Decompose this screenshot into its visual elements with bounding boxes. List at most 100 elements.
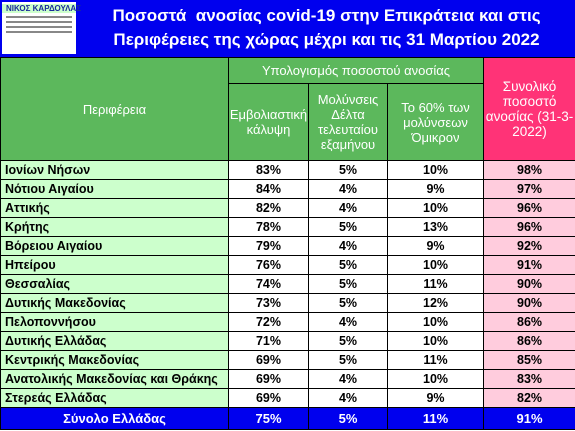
data-row: Κεντρικής Μακεδονίας 69% 5% 11% 85% [0, 350, 575, 370]
value-cell: 71% [228, 331, 309, 351]
value-cell: 13% [386, 217, 485, 237]
value-cell: 11% [386, 350, 485, 370]
title: Ποσοστά ανοσίας covid-19 στην Επικράτεια… [80, 4, 573, 52]
region-cell: Νότιου Αιγαίου [0, 179, 229, 199]
value-cell: 9% [386, 179, 485, 199]
data-row: Βόρειου Αιγαίου 79% 4% 9% 92% [0, 236, 575, 256]
value-cell: 98% [483, 160, 575, 180]
value-cell: 82% [228, 198, 309, 218]
value-cell: 86% [483, 331, 575, 351]
logo: ΝΙΚΟΣ ΚΑΡΔΟΥΛΑΣ [2, 2, 81, 54]
region-cell: Κρήτης [0, 217, 229, 237]
value-cell: 74% [228, 274, 309, 294]
value-cell: 76% [228, 255, 309, 275]
value-cell: 5% [308, 255, 388, 275]
value-cell: 86% [483, 312, 575, 332]
column-header: Εμβολιαστική κάλυψη [228, 83, 309, 161]
value-cell: 90% [483, 274, 575, 294]
group-header: Υπολογισμός ποσοστού ανοσίας [227, 57, 485, 84]
value-cell: 90% [483, 293, 575, 313]
data-row: Αττικής 82% 4% 10% 96% [0, 198, 575, 218]
value-cell: 96% [483, 198, 575, 218]
value-cell: 4% [308, 198, 388, 218]
value-cell: 4% [308, 312, 388, 332]
value-cell: 5% [308, 160, 388, 180]
region-cell: Ηπείρου [0, 255, 229, 275]
data-row: Νότιου Αιγαίου 84% 4% 9% 97% [0, 179, 575, 199]
value-cell: 97% [483, 179, 575, 199]
region-cell: Αττικής [0, 198, 229, 218]
value-cell: 91% [483, 255, 575, 275]
value-cell: 11% [386, 274, 485, 294]
value-cell: 5% [308, 293, 388, 313]
value-cell: 10% [386, 369, 485, 389]
value-cell: 72% [228, 312, 309, 332]
title-line: Περιφέρειες της χώρας μέχρι και τις 31 Μ… [113, 30, 540, 49]
data-row: Δυτικής Ελλάδας 71% 5% 10% 86% [0, 331, 575, 351]
value-cell: 82% [483, 388, 575, 408]
header-row: Περιφέρεια Υπολογισμός ποσοστού ανοσίας … [0, 57, 575, 161]
data-row: Στερεάς Ελλάδας 69% 4% 9% 82% [0, 388, 575, 408]
region-cell: Σύνολο Ελλάδας [0, 407, 229, 430]
data-row: Ηπείρου 76% 5% 10% 91% [0, 255, 575, 275]
value-cell: 78% [228, 217, 309, 237]
value-cell: 83% [228, 160, 309, 180]
value-cell: 10% [386, 312, 485, 332]
region-cell: Βόρειου Αιγαίου [0, 236, 229, 256]
region-cell: Κεντρικής Μακεδονίας [0, 350, 229, 370]
region-cell: Ανατολικής Μακεδονίας και Θράκης [0, 369, 229, 389]
value-cell: 75% [228, 407, 309, 430]
value-cell: 4% [308, 369, 388, 389]
value-cell: 12% [386, 293, 485, 313]
value-cell: 9% [386, 388, 485, 408]
table-body: Περιφέρεια Υπολογισμός ποσοστού ανοσίας … [0, 57, 575, 430]
logo-line [6, 31, 72, 33]
data-row: Δυτικής Μακεδονίας 73% 5% 12% 90% [0, 293, 575, 313]
data-row: Ανατολικής Μακεδονίας και Θράκης 69% 4% 10%… [0, 369, 575, 389]
value-cell: 4% [308, 236, 388, 256]
title-band: ΝΙΚΟΣ ΚΑΡΔΟΥΛΑΣ Ποσοστά ανοσίας covid-19… [0, 0, 575, 57]
value-cell: 5% [308, 331, 388, 351]
logo-name: ΝΙΚΟΣ ΚΑΡΔΟΥΛΑΣ [2, 4, 81, 13]
table: Περιφέρεια Υπολογισμός ποσοστού ανοσίας … [0, 57, 575, 430]
header-row: Εμβολιαστική κάλυψη Μολύνσεις Δέλτα τελε… [1, 83, 575, 161]
logo-line [6, 16, 72, 18]
region-cell: Στερεάς Ελλάδας [0, 388, 229, 408]
value-cell: 4% [308, 179, 388, 199]
logo-line [6, 21, 72, 23]
value-cell: 5% [308, 407, 388, 430]
value-cell: 84% [228, 179, 309, 199]
value-cell: 4% [308, 388, 388, 408]
value-cell: 10% [386, 160, 485, 180]
value-cell: 73% [228, 293, 309, 313]
column-header: Το 60% των μολύνσεων Όμικρον [386, 83, 485, 161]
data-row: Ιονίων Νήσων 83% 5% 10% 98% [0, 160, 575, 180]
data-row: Θεσσαλίας 74% 5% 11% 90% [0, 274, 575, 294]
value-cell: 92% [483, 236, 575, 256]
column-header: Περιφέρεια [0, 57, 229, 161]
value-cell: 96% [483, 217, 575, 237]
value-cell: 11% [386, 407, 485, 430]
logo-line [6, 26, 72, 28]
column-header: Συνολικό ποσοστό ανοσίας (31-3-2022) [483, 57, 575, 161]
column-header: Μολύνσεις Δέλτα τελευταίου εξαμήνου [308, 83, 388, 161]
value-cell: 5% [308, 217, 388, 237]
region-cell: Δυτικής Ελλάδας [0, 331, 229, 351]
value-cell: 91% [483, 407, 575, 430]
value-cell: 10% [386, 255, 485, 275]
value-cell: 69% [228, 369, 309, 389]
value-cell: 83% [483, 369, 575, 389]
title-line: Ποσοστά ανοσίας covid-19 στην Επικράτεια… [112, 6, 541, 25]
total-row: Σύνολο Ελλάδας 75% 5% 11% 91% [0, 407, 575, 430]
value-cell: 9% [386, 236, 485, 256]
value-cell: 85% [483, 350, 575, 370]
value-cell: 10% [386, 331, 485, 351]
value-cell: 5% [308, 350, 388, 370]
region-cell: Ιονίων Νήσων [0, 160, 229, 180]
value-cell: 79% [228, 236, 309, 256]
region-cell: Πελοποννήσου [0, 312, 229, 332]
region-cell: Δυτικής Μακεδονίας [0, 293, 229, 313]
value-cell: 10% [386, 198, 485, 218]
value-cell: 69% [228, 350, 309, 370]
